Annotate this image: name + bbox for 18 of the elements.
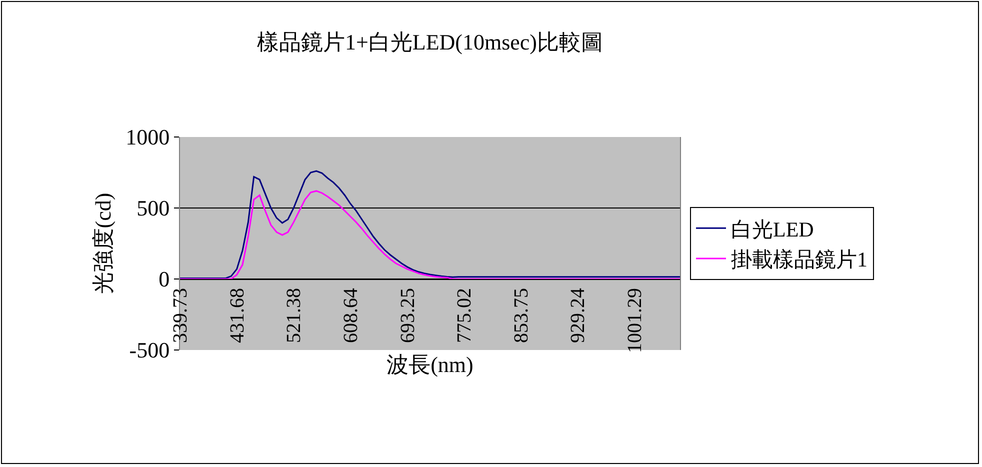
x-tick-label: 339.73 (170, 288, 192, 343)
chart-title: 樣品鏡片1+白光LED(10msec)比較圖 (256, 30, 604, 55)
x-tick-label: 608.64 (340, 288, 362, 343)
x-tick-label: 693.25 (396, 288, 419, 343)
x-tick-label: 929.24 (567, 288, 590, 343)
x-tick-label: 853.75 (510, 288, 532, 343)
x-tick-label: 775.02 (454, 288, 476, 343)
x-tick-label: 431.68 (226, 288, 248, 343)
y-tick-label: 500 (136, 196, 170, 221)
y-tick-label: 1000 (126, 124, 170, 150)
legend-label: 掛載樣品鏡片1 (731, 248, 868, 272)
legend-label: 白光LED (731, 217, 814, 242)
y-tick-label: 0 (158, 266, 170, 292)
x-tick-label: 521.38 (283, 288, 306, 343)
y-axis-title: 光強度(cd) (90, 192, 116, 294)
y-tick-label: -500 (129, 338, 170, 363)
x-tick-label: 1001.29 (624, 288, 646, 353)
x-axis-title: 波長(nm) (386, 352, 474, 377)
